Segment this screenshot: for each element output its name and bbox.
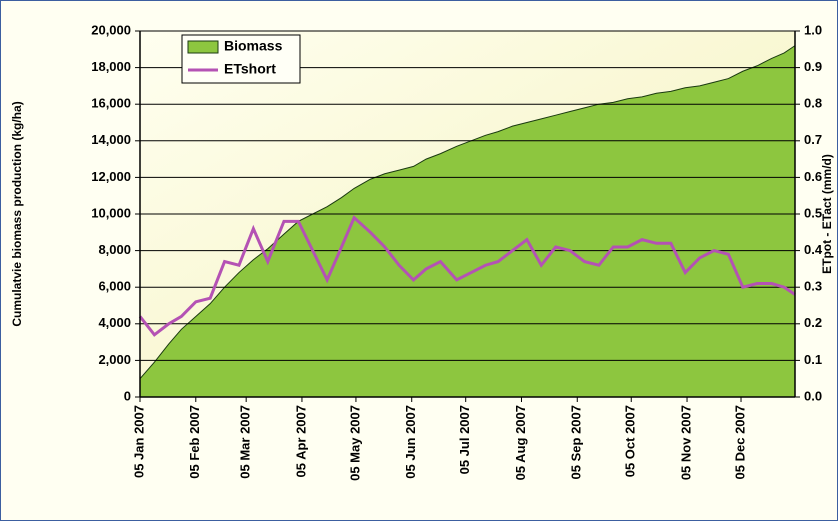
- y2-tick-label: 0.0: [804, 388, 822, 403]
- y-tick-label: 12,000: [91, 169, 131, 184]
- y-tick-label: 8,000: [98, 242, 131, 257]
- x-tick-label: 05 Dec 2007: [732, 405, 747, 479]
- y2-axis-title: ETpot - ETact (mm/d): [820, 154, 834, 274]
- legend-label: Biomass: [224, 38, 283, 54]
- y2-tick-label: 0.6: [804, 169, 822, 184]
- y2-tick-label: 0.7: [804, 132, 822, 147]
- y-tick-label: 0: [124, 388, 131, 403]
- y-tick-label: 18,000: [91, 59, 131, 74]
- x-tick-label: 05 Mar 2007: [238, 405, 253, 479]
- y2-tick-label: 1.0: [804, 22, 822, 37]
- x-tick-label: 05 Nov 2007: [678, 405, 693, 480]
- x-tick-label: 05 Jun 2007: [403, 405, 418, 479]
- y-tick-label: 10,000: [91, 205, 131, 220]
- y2-tick-label: 0.5: [804, 205, 822, 220]
- y-tick-label: 14,000: [91, 132, 131, 147]
- x-tick-label: 05 Apr 2007: [293, 405, 308, 478]
- y2-tick-label: 0.4: [804, 242, 823, 257]
- y2-tick-label: 0.3: [804, 279, 822, 294]
- legend-swatch: [187, 40, 219, 54]
- x-tick-label: 05 May 2007: [347, 405, 362, 481]
- x-tick-label: 05 Feb 2007: [187, 405, 202, 479]
- etshort-line: [138, 215, 796, 337]
- biomass-area: [139, 44, 796, 398]
- y2-tick-label: 0.1: [804, 352, 822, 367]
- x-tick-label: 05 Jul 2007: [457, 405, 472, 474]
- y-tick-label: 6,000: [98, 279, 131, 294]
- y2-tick-label: 0.8: [804, 96, 822, 111]
- x-tick-label: 05 Jan 2007: [131, 405, 146, 478]
- y-axis-title: Cumulatvie biomass production (kg/ha): [10, 101, 24, 326]
- y-tick-label: 16,000: [91, 96, 131, 111]
- y2-tick-label: 0.2: [804, 315, 822, 330]
- legend-label: ETshort: [224, 61, 276, 77]
- x-tick-label: 05 Sep 2007: [569, 405, 584, 479]
- x-tick-label: 05 Aug 2007: [513, 405, 528, 480]
- y-tick-label: 2,000: [98, 352, 131, 367]
- y-tick-label: 20,000: [91, 22, 131, 37]
- y-tick-label: 4,000: [98, 315, 131, 330]
- x-tick-label: 05 Oct 2007: [623, 405, 638, 477]
- y2-tick-label: 0.9: [804, 59, 822, 74]
